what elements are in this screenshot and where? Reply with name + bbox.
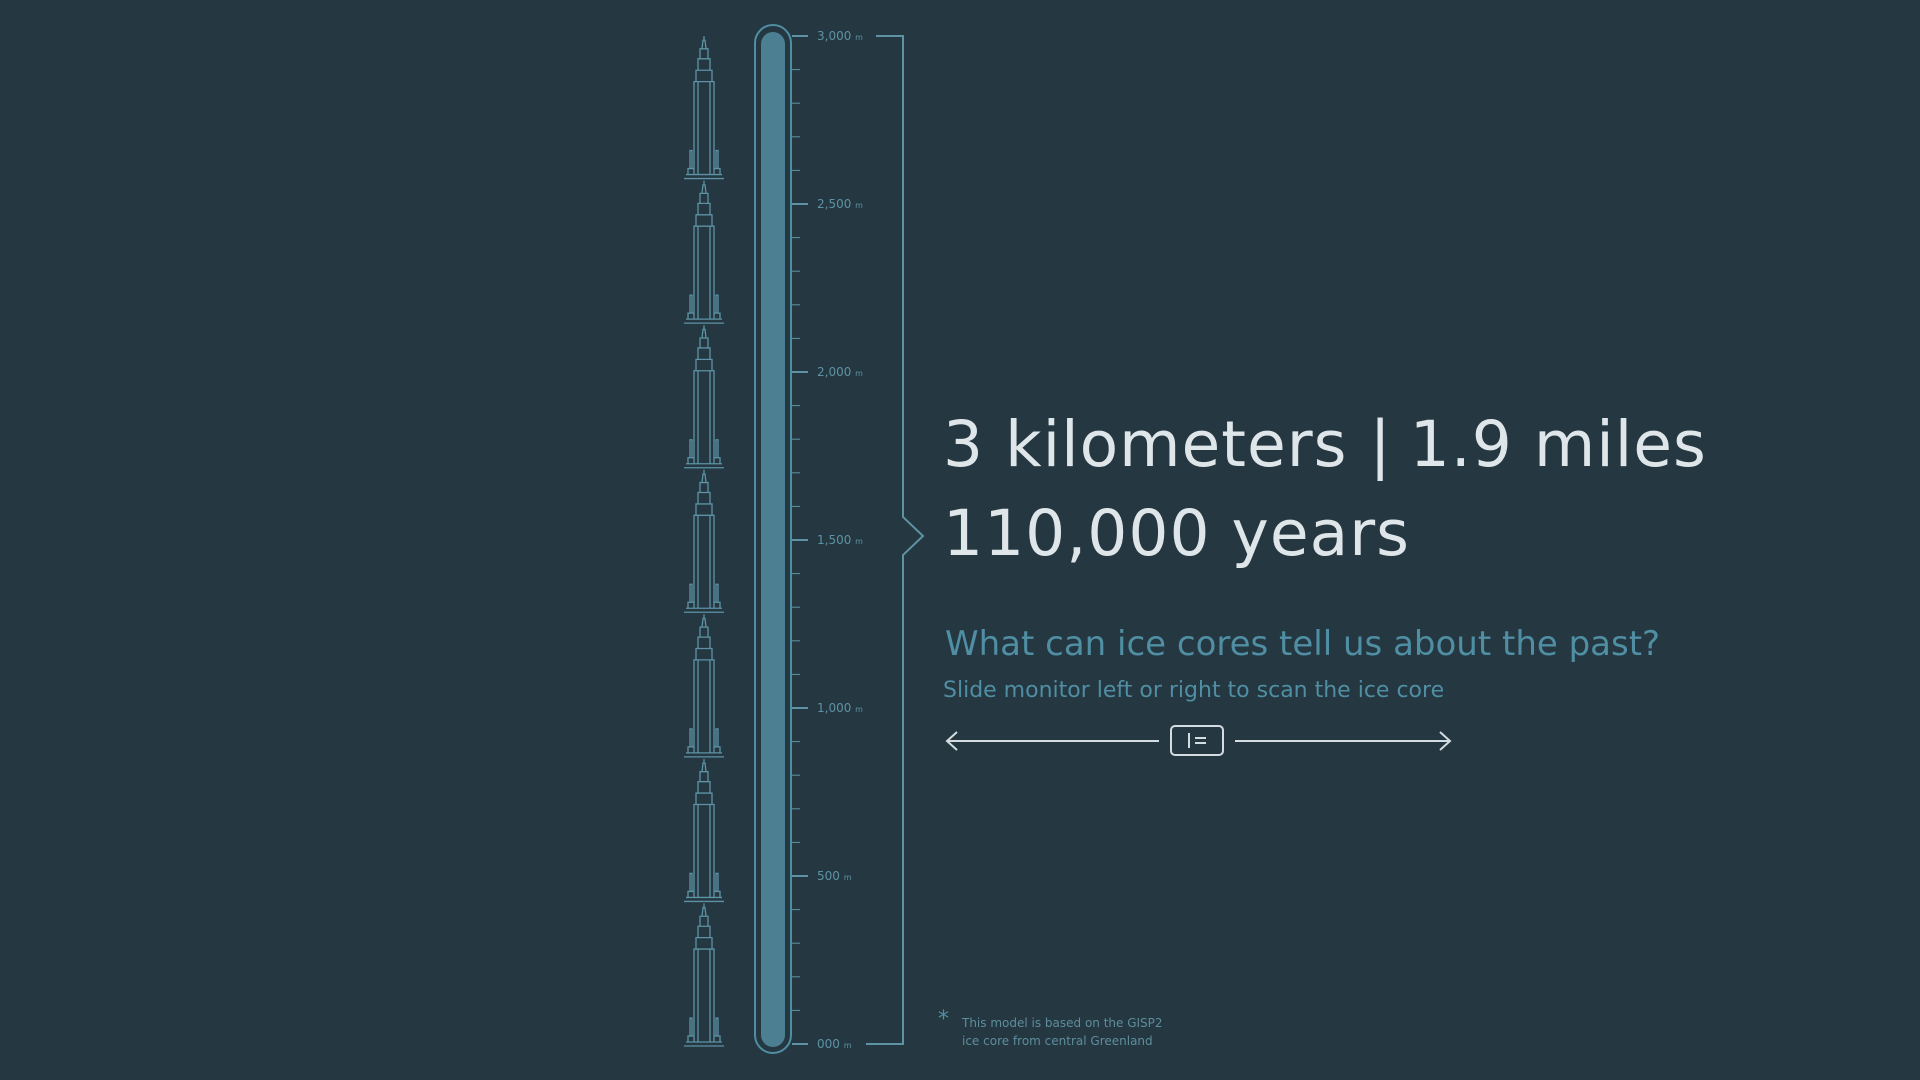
skyscraper-outline bbox=[684, 903, 724, 1047]
tick-unit: m bbox=[844, 1041, 852, 1050]
tick-value: 1,500 bbox=[817, 533, 855, 547]
tick-unit: m bbox=[855, 369, 863, 378]
tick-unit: m bbox=[855, 705, 863, 714]
skyscraper-icon bbox=[684, 180, 724, 324]
tick-unit: m bbox=[844, 873, 852, 882]
skyscraper-outline bbox=[684, 469, 724, 613]
slider-arrow-right bbox=[1235, 731, 1452, 751]
ice-core-outline bbox=[754, 24, 792, 1054]
tick-value: 2,500 bbox=[817, 197, 855, 211]
tick-label: 1,000 m bbox=[817, 701, 863, 715]
arrow-left-icon bbox=[945, 731, 958, 751]
depth-km: 3 kilometers bbox=[943, 408, 1348, 481]
depth-bracket bbox=[866, 35, 925, 1045]
monitor-handle-icon bbox=[1188, 733, 1190, 748]
skyscraper-outline bbox=[684, 325, 724, 469]
skyscraper-icon bbox=[684, 903, 724, 1047]
depth-headline: 3 kilometers | 1.9 miles bbox=[943, 408, 1707, 481]
tick-label: 2,000 m bbox=[817, 365, 863, 379]
ice-core bbox=[754, 24, 792, 1054]
arrow-right-icon bbox=[1439, 731, 1452, 751]
skyscraper-icon bbox=[684, 614, 724, 758]
skyscraper-outline bbox=[684, 36, 724, 180]
headline-separator: | bbox=[1369, 408, 1392, 481]
tick-label: 3,000 m bbox=[817, 29, 863, 43]
skyscraper-outline bbox=[684, 180, 724, 324]
skyscraper-icon bbox=[684, 758, 724, 903]
skyscraper-outline bbox=[684, 758, 724, 903]
ice-core-fill bbox=[761, 32, 785, 1047]
footnote-marker: * bbox=[938, 1007, 949, 1032]
footnote: * This model is based on the GISP2 ice c… bbox=[938, 1007, 1258, 1050]
skyscraper-outline bbox=[684, 614, 724, 758]
skyscraper-icon bbox=[684, 469, 724, 613]
building-scale-column bbox=[684, 36, 724, 1047]
slider-arrow-left bbox=[945, 731, 1159, 751]
prompt-question: What can ice cores tell us about the pas… bbox=[945, 624, 1661, 664]
tick-unit: m bbox=[855, 537, 863, 546]
tick-value: 2,000 bbox=[817, 365, 855, 379]
footnote-line-1: This model is based on the GISP2 bbox=[962, 1016, 1163, 1030]
tick-value: 500 bbox=[817, 869, 844, 883]
tick-value: 000 bbox=[817, 1037, 844, 1051]
handle-line-2 bbox=[1195, 742, 1206, 744]
depth-miles: 1.9 miles bbox=[1409, 408, 1707, 481]
footnote-line-2: ice core from central Greenland bbox=[962, 1034, 1153, 1048]
prompt-instruction: Slide monitor left or right to scan the … bbox=[943, 678, 1445, 703]
tick-value: 3,000 bbox=[817, 29, 855, 43]
skyscraper-icon bbox=[684, 36, 724, 180]
tick-unit: m bbox=[855, 201, 863, 210]
tick-unit: m bbox=[855, 33, 863, 42]
handle-line-1 bbox=[1195, 737, 1206, 739]
tick-label: 1,500 m bbox=[817, 533, 863, 547]
tick-label: 500 m bbox=[817, 869, 852, 883]
monitor-slider-handle[interactable] bbox=[1170, 725, 1224, 756]
tick-label: 000 m bbox=[817, 1037, 852, 1051]
age-headline: 110,000 years bbox=[943, 497, 1410, 570]
skyscraper-icon bbox=[684, 325, 724, 469]
tick-label: 2,500 m bbox=[817, 197, 863, 211]
tick-value: 1,000 bbox=[817, 701, 855, 715]
